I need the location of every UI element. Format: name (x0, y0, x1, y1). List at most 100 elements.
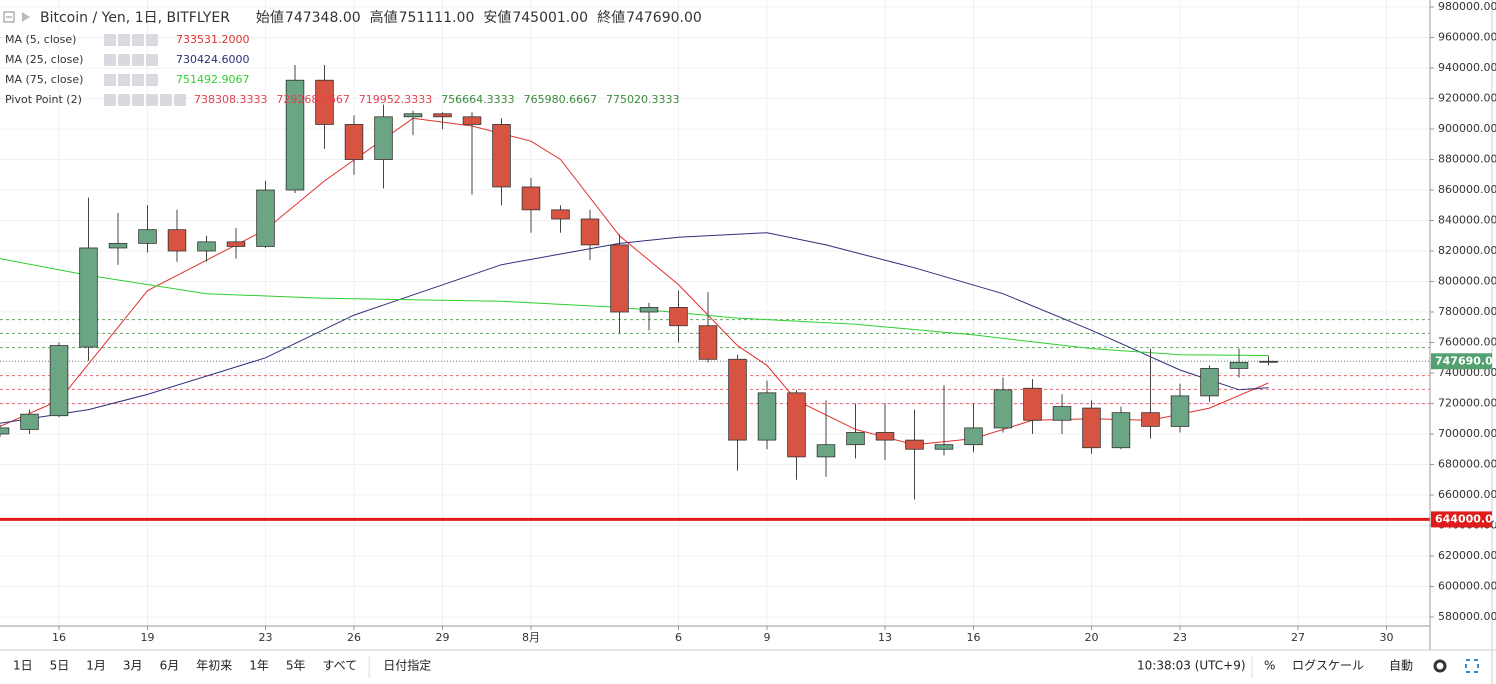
y-tick-label: 780000.00 (1438, 305, 1496, 318)
candle-body (344, 124, 364, 160)
y-tick-label: 660000.00 (1438, 488, 1496, 501)
legend-icon[interactable] (146, 34, 158, 46)
candle-body (846, 432, 865, 446)
candle-body (1170, 395, 1190, 427)
range-button[interactable]: 6月 (160, 659, 180, 673)
candle-body (462, 116, 482, 125)
legend-icon[interactable] (118, 74, 130, 86)
date-button[interactable]: 日付指定 (383, 658, 431, 673)
settings-icon[interactable] (1433, 659, 1447, 673)
log-button[interactable]: ログスケール (1292, 659, 1364, 673)
legend-icon[interactable] (104, 54, 116, 66)
candle-body (285, 79, 305, 191)
legend-value: 733531.2000 (176, 33, 249, 46)
header-close: 747690.00 (626, 10, 702, 26)
percent-button[interactable]: % (1264, 659, 1275, 673)
legend-name: MA (25, close) (5, 53, 83, 66)
legend-icon[interactable] (174, 94, 186, 106)
header-low-label: 安値 (483, 10, 511, 26)
x-tick-label: 29 (435, 631, 449, 644)
header: Bitcoin / Yen, 1日, BITFLYER 始値 747348.00 高値… (40, 9, 702, 26)
clock: 10:38:03 (UTC+9) (1137, 659, 1246, 673)
candle-body (934, 444, 954, 450)
legend-icon[interactable] (146, 74, 158, 86)
x-tick-label: 30 (1379, 631, 1393, 644)
pivot-value: 729268.6667 (276, 93, 349, 106)
x-tick-label: 20 (1084, 631, 1098, 644)
candle-body (1023, 387, 1042, 421)
x-tick-label: 16 (966, 631, 980, 644)
legend-icon[interactable] (118, 54, 130, 66)
fullscreen-icon[interactable] (1465, 659, 1479, 673)
candle-body (226, 241, 246, 247)
y-tick-label: 920000.00 (1438, 92, 1496, 105)
plot (0, 64, 1430, 521)
candle-body (315, 79, 334, 125)
legend-icon[interactable] (132, 94, 144, 106)
legend-icon[interactable] (160, 94, 172, 106)
collapse-icon[interactable] (3, 11, 15, 23)
pivot-value: 775020.3333 (606, 93, 679, 106)
candle-body (964, 427, 983, 446)
candle-body (905, 439, 924, 450)
legend-value: 751492.9067 (176, 73, 249, 86)
candle-body (49, 345, 69, 417)
range-button[interactable]: 5日 (50, 659, 70, 673)
legend-icon[interactable] (132, 74, 144, 86)
candle-body (521, 186, 541, 211)
range-button[interactable]: 3月 (123, 659, 143, 673)
legend-name: Pivot Point (2) (5, 93, 82, 106)
legend-icon[interactable] (146, 94, 158, 106)
y-tick-label: 680000.00 (1438, 458, 1496, 471)
y-tick-label: 840000.00 (1438, 214, 1496, 227)
range-button[interactable]: 1年 (249, 659, 269, 673)
x-tick-label: 16 (52, 631, 66, 644)
candle-body (1141, 412, 1160, 427)
candle-body (757, 392, 777, 441)
candle-body (875, 432, 895, 441)
candle-body (1082, 407, 1101, 449)
y-tick-label: 800000.00 (1438, 275, 1496, 288)
legend-icon[interactable] (104, 94, 116, 106)
legend-icon[interactable] (104, 74, 116, 86)
candle-body (79, 247, 98, 348)
range-button[interactable]: 1日 (13, 659, 33, 673)
legend-icon[interactable] (118, 34, 130, 46)
x-tick-label: 23 (258, 631, 272, 644)
range-button[interactable]: 年初来 (196, 659, 232, 673)
pivot-value: 719952.3333 (359, 93, 432, 106)
legend-icon[interactable] (132, 34, 144, 46)
y-tick-label: 820000.00 (1438, 244, 1496, 257)
x-tick-label: 23 (1173, 631, 1187, 644)
range-button[interactable]: 1月 (86, 659, 106, 673)
y-tick-label: 940000.00 (1438, 61, 1496, 74)
x-tick-label: 6 (675, 631, 682, 644)
candle-body (816, 444, 836, 458)
legend-icon[interactable] (132, 54, 144, 66)
range-button[interactable]: すべて (323, 659, 358, 673)
y-tick-label: 720000.00 (1438, 397, 1496, 410)
legend-icon[interactable] (104, 34, 116, 46)
legend-icon[interactable] (118, 94, 130, 106)
x-tick-label: 19 (140, 631, 154, 644)
candle-body (787, 392, 806, 458)
pivot-value: 738308.3333 (194, 93, 267, 106)
header-close-label: 終値 (597, 10, 625, 26)
ma-line (0, 232, 1269, 424)
y-tick-label: 600000.00 (1438, 580, 1496, 593)
auto-button[interactable]: 自動 (1389, 659, 1413, 673)
y-tick-label: 980000.00 (1438, 0, 1496, 13)
candle-body (1111, 412, 1131, 449)
candle-body (0, 427, 10, 435)
x-tick-label: 9 (763, 631, 770, 644)
range-button[interactable]: 5年 (286, 659, 306, 673)
x-tick-label: 27 (1291, 631, 1305, 644)
candle-body (167, 229, 187, 252)
y-tick-label: 760000.00 (1438, 336, 1496, 349)
toolbar: 1日 5日 1月 3月 6月 年初来 1年 5年 すべて 日付指定 10:38:03 (UTC+9)… (13, 656, 1479, 678)
line-label: 644000.00 (1435, 512, 1496, 525)
price-label-box (1431, 353, 1492, 370)
legend-icon[interactable] (146, 54, 158, 66)
header-title: Bitcoin / Yen, 1日, BITFLYER (40, 10, 230, 26)
